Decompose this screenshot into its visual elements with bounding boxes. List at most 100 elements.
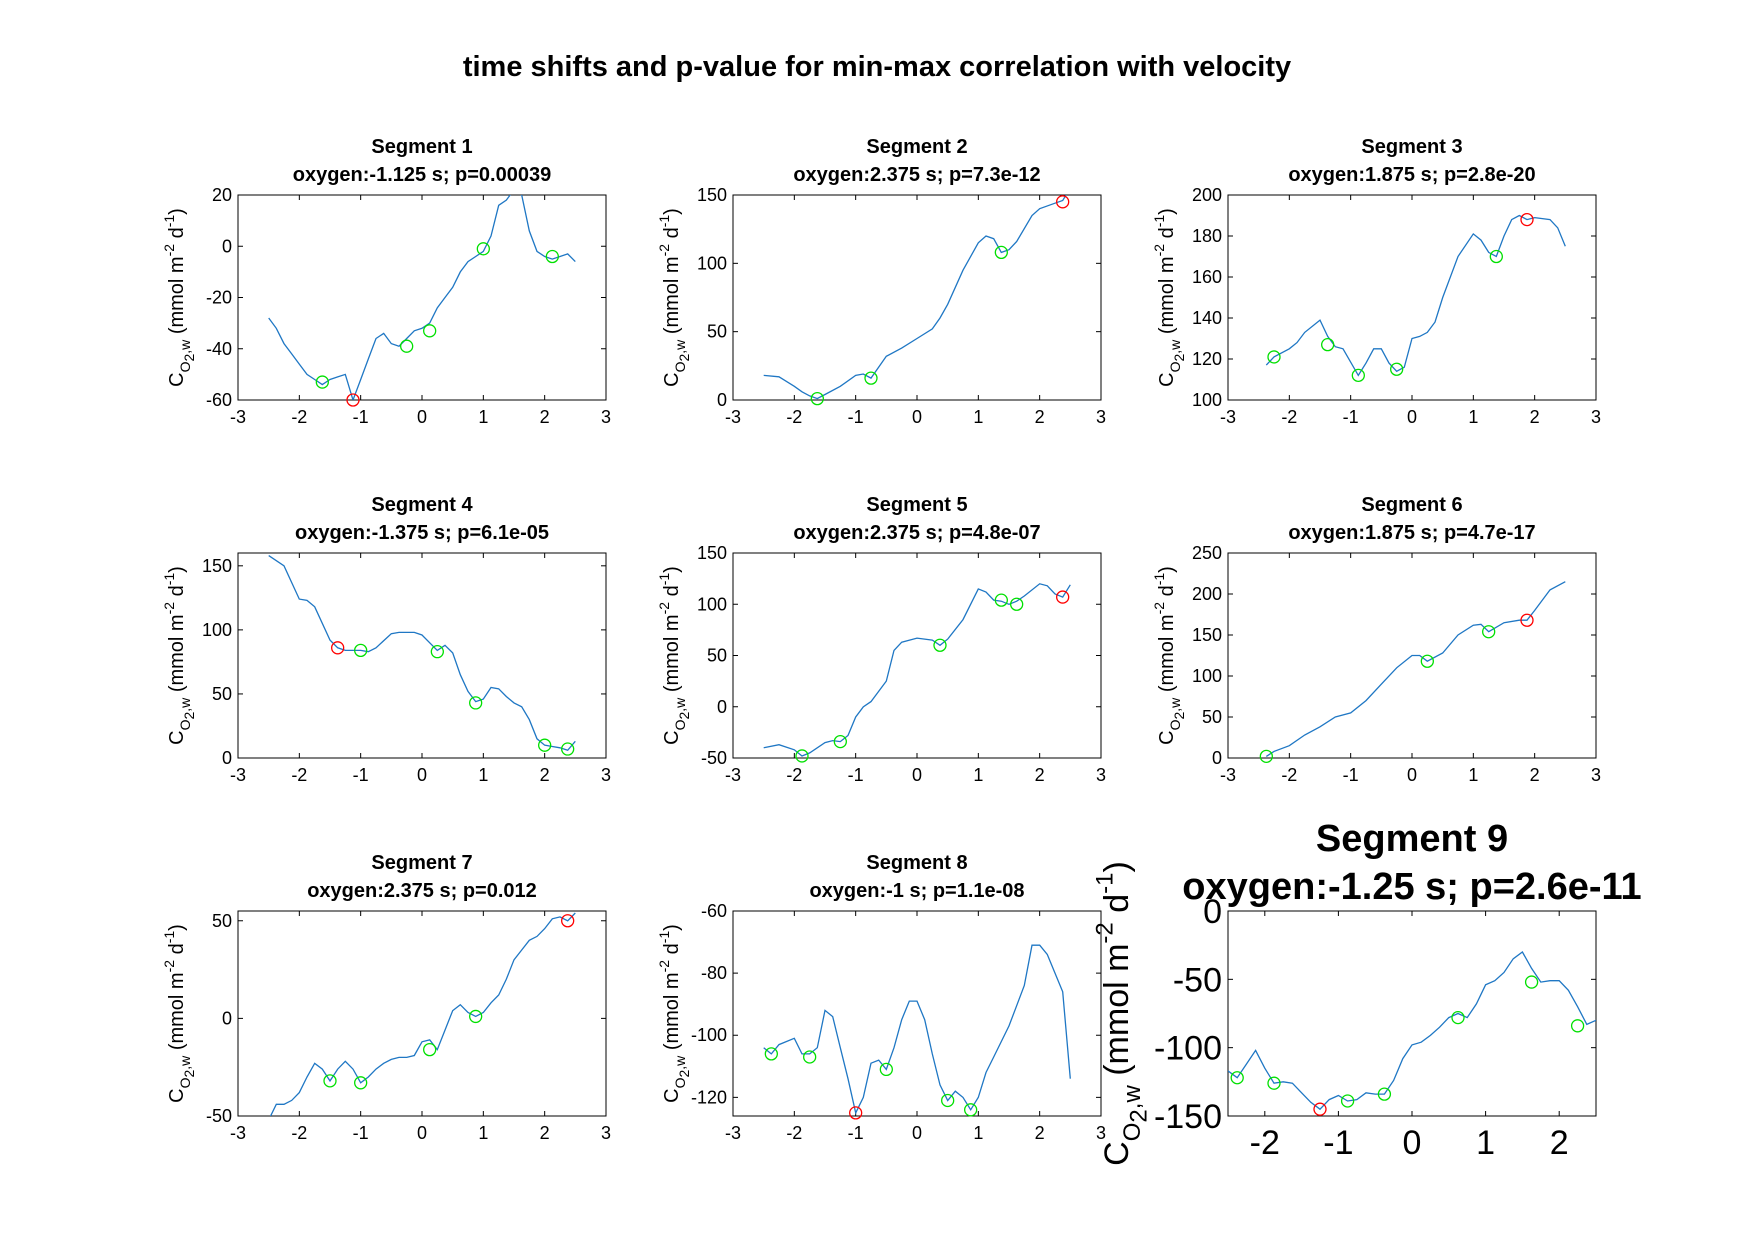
y-label-part: (mmol m xyxy=(661,256,683,339)
x-tick-label: 3 xyxy=(601,407,611,427)
y-label-part: C xyxy=(661,730,683,744)
y-label-part: -2 xyxy=(161,960,177,973)
y-label-part: C xyxy=(166,372,188,386)
subplot-5: Segment 5 oxygen:2.375 s; p=4.8e-07 -3 -2 -1… xyxy=(656,494,1106,785)
y-label-part: ) xyxy=(661,208,683,215)
y-label-part: -1 xyxy=(161,215,177,228)
subplot-6: Segment 6 oxygen:1.875 s; p=4.7e-17 -3 -2 -1… xyxy=(1151,494,1601,785)
x-tick-label: 3 xyxy=(1096,407,1106,427)
green-marker xyxy=(400,339,414,353)
y-tick-label: -60 xyxy=(701,901,727,921)
y-label-part: d xyxy=(661,585,683,602)
x-tick-label: -3 xyxy=(725,407,741,427)
x-tick-label: 2 xyxy=(1530,765,1540,785)
green-marker xyxy=(1482,625,1496,639)
y-tick-label: 20 xyxy=(212,185,232,205)
x-tick-label: 2 xyxy=(1035,1123,1045,1143)
green-marker xyxy=(323,1074,337,1088)
x-tick-label: -2 xyxy=(291,765,307,785)
y-label-part: ,w xyxy=(672,339,688,354)
y-label-part: C xyxy=(661,372,683,386)
series-line xyxy=(268,555,576,752)
green-marker xyxy=(1321,337,1335,352)
y-tick-label: 0 xyxy=(222,236,232,256)
y-label-part: d xyxy=(166,227,188,244)
subplot-grid: Segment 1 oxygen:-1.125 s; p=0.00039 -3 -2 -… xyxy=(161,136,1642,1166)
subplot-subtitle: oxygen:-1.375 s; p=6.1e-05 xyxy=(295,522,549,544)
y-axis-label: CO2,w (mmol m-2 d-1) xyxy=(1151,208,1187,387)
subplot-8: Segment 8 oxygen:-1 s; p=1.1e-08 -3 -2 -1 0 1 2… xyxy=(656,852,1106,1143)
x-tick-label: -1 xyxy=(1343,765,1359,785)
x-tick-label: 0 xyxy=(417,1123,427,1143)
subplot-1: Segment 1 oxygen:-1.125 s; p=0.00039 -3 -2 -… xyxy=(161,136,611,427)
y-label-part: ,w xyxy=(1167,339,1183,354)
green-marker xyxy=(803,1050,817,1064)
y-tick-label: -150 xyxy=(1154,1098,1222,1136)
y-label-part: 2 xyxy=(1126,1109,1153,1122)
y-tick-label: 50 xyxy=(212,911,232,931)
x-tick-label: 2 xyxy=(1035,765,1045,785)
y-label-part: (mmol m xyxy=(1098,944,1136,1086)
y-axis-label: CO2,w (mmol m-2 d-1) xyxy=(656,924,692,1103)
y-label-part: 2 xyxy=(676,354,692,362)
y-axis-label: CO2,w (mmol m-2 d-1) xyxy=(161,924,197,1103)
y-label-part: -1 xyxy=(656,215,672,228)
y-label-part: d xyxy=(661,943,683,960)
x-tick-label: 1 xyxy=(1476,1124,1495,1162)
y-label-part: O xyxy=(177,361,193,372)
y-tick-label: -50 xyxy=(701,748,727,768)
y-tick-label: 0 xyxy=(222,748,232,768)
green-marker xyxy=(1267,350,1281,364)
green-marker xyxy=(1010,597,1024,611)
x-tick-label: 1 xyxy=(478,765,488,785)
y-label-part: (mmol m xyxy=(166,972,188,1055)
y-label-part: (mmol m xyxy=(1156,256,1178,339)
x-tick-label: 3 xyxy=(601,1123,611,1143)
x-tick-label: -3 xyxy=(725,765,741,785)
y-label-part: O xyxy=(1119,1123,1146,1142)
y-tick-label: 160 xyxy=(1192,267,1222,287)
red-marker xyxy=(849,1106,863,1120)
y-label-part: C xyxy=(1156,372,1178,386)
green-marker xyxy=(994,593,1008,607)
x-tick-label: -1 xyxy=(353,407,369,427)
x-tick-label: -3 xyxy=(725,1123,741,1143)
series-line xyxy=(269,912,576,1116)
y-axis-label: CO2,w (mmol m-2 d-1) xyxy=(656,566,692,745)
y-tick-label: 50 xyxy=(212,684,232,704)
y-label-part: C xyxy=(166,730,188,744)
series-line xyxy=(763,195,1067,400)
y-tick-label: -50 xyxy=(1173,961,1222,999)
x-tick-label: -3 xyxy=(230,765,246,785)
x-tick-label: 2 xyxy=(1035,407,1045,427)
subplot-subtitle: oxygen:2.375 s; p=7.3e-12 xyxy=(793,164,1040,186)
green-marker xyxy=(561,742,575,756)
y-label-part: ) xyxy=(166,208,188,215)
green-marker xyxy=(764,1047,778,1061)
x-tick-label: 3 xyxy=(1096,1123,1106,1143)
green-marker xyxy=(1377,1087,1392,1101)
x-tick-label: -1 xyxy=(1323,1124,1353,1162)
y-label-part: (mmol m xyxy=(166,256,188,339)
y-tick-label: 100 xyxy=(697,253,727,273)
y-label-part: ,w xyxy=(1167,697,1183,712)
green-marker xyxy=(933,638,947,652)
y-label-part: d xyxy=(166,943,188,960)
red-marker xyxy=(1313,1102,1327,1116)
subplot-subtitle: oxygen:-1 s; p=1.1e-08 xyxy=(809,880,1024,902)
y-label-part: -2 xyxy=(1092,922,1119,943)
subplot-title: Segment 1 xyxy=(371,136,472,158)
y-label-part: C xyxy=(1098,1141,1136,1166)
subplot-subtitle: oxygen:-1.125 s; p=0.00039 xyxy=(293,164,551,186)
y-label-part: 2 xyxy=(1171,354,1187,362)
green-marker xyxy=(469,1009,483,1024)
x-tick-label: -3 xyxy=(1220,765,1236,785)
x-tick-label: -1 xyxy=(1343,407,1359,427)
subplot-title: Segment 3 xyxy=(1361,136,1462,158)
x-tick-label: 3 xyxy=(1591,407,1601,427)
x-tick-label: 0 xyxy=(1403,1124,1422,1162)
y-label-part: ) xyxy=(1156,566,1178,573)
y-tick-label: 150 xyxy=(1192,625,1222,645)
y-axis-label: CO2,w (mmol m-2 d-1) xyxy=(161,566,197,745)
subplot-title: Segment 8 xyxy=(866,852,967,874)
